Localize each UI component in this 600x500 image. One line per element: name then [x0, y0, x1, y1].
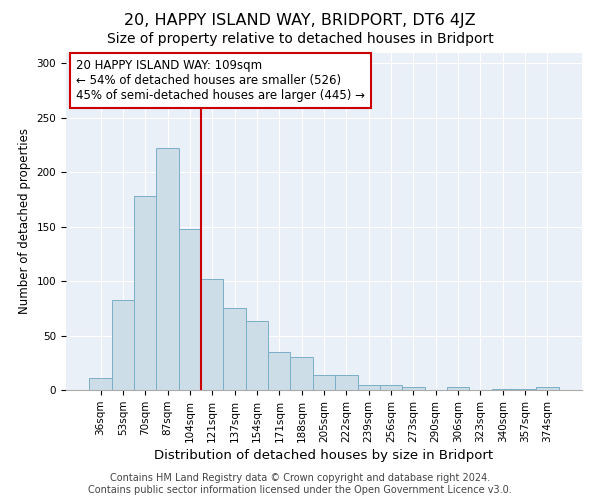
Bar — [179, 229, 201, 390]
Bar — [380, 384, 402, 390]
Bar — [268, 352, 290, 390]
Bar — [290, 358, 313, 390]
Bar — [491, 389, 514, 390]
Text: Size of property relative to detached houses in Bridport: Size of property relative to detached ho… — [107, 32, 493, 46]
Bar — [358, 384, 380, 390]
Bar — [514, 389, 536, 390]
Bar — [201, 279, 223, 390]
Bar — [246, 322, 268, 390]
Bar — [157, 148, 179, 390]
Bar — [402, 386, 425, 390]
Bar — [134, 196, 157, 390]
Bar — [536, 386, 559, 390]
Text: 20 HAPPY ISLAND WAY: 109sqm
← 54% of detached houses are smaller (526)
45% of se: 20 HAPPY ISLAND WAY: 109sqm ← 54% of det… — [76, 59, 365, 102]
Y-axis label: Number of detached properties: Number of detached properties — [18, 128, 31, 314]
Text: Contains HM Land Registry data © Crown copyright and database right 2024.
Contai: Contains HM Land Registry data © Crown c… — [88, 474, 512, 495]
Bar — [223, 308, 246, 390]
Text: 20, HAPPY ISLAND WAY, BRIDPORT, DT6 4JZ: 20, HAPPY ISLAND WAY, BRIDPORT, DT6 4JZ — [124, 12, 476, 28]
Bar — [447, 386, 469, 390]
Bar — [112, 300, 134, 390]
Bar — [89, 378, 112, 390]
Bar — [313, 375, 335, 390]
Bar — [335, 375, 358, 390]
X-axis label: Distribution of detached houses by size in Bridport: Distribution of detached houses by size … — [154, 449, 494, 462]
